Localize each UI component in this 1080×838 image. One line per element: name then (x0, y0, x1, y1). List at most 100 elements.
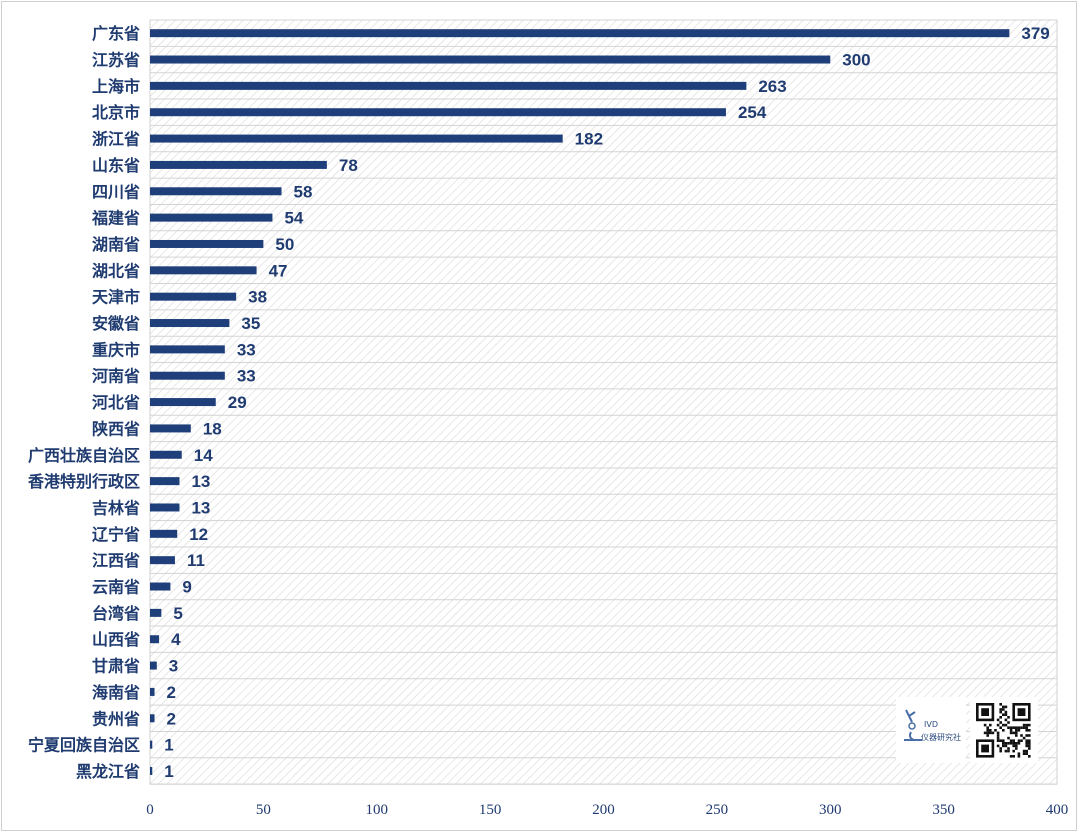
bar (150, 134, 563, 143)
bar (150, 187, 282, 196)
bar (150, 213, 273, 222)
bar (150, 635, 160, 644)
data-label: 47 (269, 261, 288, 280)
category-label: 吉林省 (92, 498, 140, 517)
bar (150, 371, 225, 380)
category-label: 湖南省 (92, 235, 140, 254)
category-label: 香港特别行政区 (27, 472, 140, 491)
watermark-brand: IVD (924, 720, 938, 729)
category-label: 四川省 (92, 182, 140, 201)
data-label: 379 (1021, 24, 1049, 43)
category-label: 天津市 (92, 288, 140, 307)
category-labels-group: 广东省江苏省上海市北京市浙江省山东省四川省福建省湖南省湖北省天津市安徽省重庆市河… (27, 24, 140, 781)
data-label: 1 (164, 736, 173, 755)
plot-background (149, 19, 1058, 785)
category-label: 上海市 (92, 77, 140, 96)
data-label: 4 (171, 630, 181, 649)
category-label: 江苏省 (92, 51, 140, 70)
category-label: 辽宁省 (92, 525, 140, 544)
data-label: 33 (237, 340, 256, 359)
bar (150, 108, 726, 117)
x-tick-label: 200 (592, 802, 615, 818)
row-gridlines (150, 19, 1057, 785)
data-label: 182 (575, 130, 603, 149)
plot-area (149, 19, 1058, 785)
data-label: 58 (294, 182, 313, 201)
x-tick-label: 300 (819, 802, 842, 818)
category-label: 北京市 (92, 103, 140, 122)
data-label: 12 (189, 525, 208, 544)
bar (150, 740, 153, 749)
x-tick-label: 150 (479, 802, 502, 818)
category-label: 贵州省 (92, 709, 140, 728)
category-label: 浙江省 (92, 130, 140, 149)
bar (150, 266, 257, 275)
category-label: 重庆市 (92, 340, 140, 359)
category-label: 宁夏回族自治区 (28, 736, 140, 755)
category-label: 海南省 (92, 683, 140, 702)
data-label: 3 (169, 657, 178, 676)
data-label: 13 (191, 472, 210, 491)
bar (150, 81, 747, 90)
data-label: 5 (173, 604, 182, 623)
bar (150, 529, 178, 538)
data-label: 13 (191, 498, 210, 517)
x-tick-label: 100 (366, 802, 389, 818)
x-tick-label: 350 (932, 802, 955, 818)
watermark-logo-box (896, 697, 966, 763)
category-label: 甘肃省 (92, 657, 140, 676)
bar (150, 160, 327, 169)
x-tick-label: 400 (1046, 802, 1069, 818)
category-label: 河南省 (92, 367, 140, 386)
bar (150, 766, 153, 775)
bar (150, 661, 157, 670)
bar (150, 292, 237, 301)
data-label: 33 (237, 367, 256, 386)
category-label: 福建省 (91, 209, 140, 228)
qr-code (976, 703, 1031, 758)
category-label: 台湾省 (92, 604, 140, 623)
x-tick-label: 0 (146, 802, 154, 818)
watermark-subtitle: 仪器研究社 (921, 732, 961, 742)
category-label: 山东省 (92, 156, 140, 175)
data-label: 2 (167, 709, 176, 728)
data-label: 29 (228, 393, 247, 412)
category-label: 湖北省 (92, 261, 140, 280)
data-label: 1 (164, 762, 173, 781)
bar (150, 687, 155, 696)
bar (150, 55, 831, 64)
data-label: 300 (842, 51, 870, 70)
category-label: 云南省 (92, 578, 140, 597)
bar (150, 345, 225, 354)
watermark: IVD 仪器研究社 (896, 697, 1038, 763)
data-label: 54 (284, 209, 303, 228)
category-label: 山西省 (92, 630, 140, 649)
bar (150, 239, 264, 248)
category-label: 广东省 (92, 24, 140, 43)
category-label: 广西壮族自治区 (28, 446, 140, 465)
category-label: 黑龙江省 (76, 762, 140, 781)
bar (150, 29, 1010, 38)
bars-group (150, 29, 1010, 775)
bar (150, 450, 182, 459)
x-tick-label: 50 (256, 802, 271, 818)
value-labels-group: 3793002632541827858545047383533332918141… (164, 24, 1049, 781)
bar (150, 398, 216, 407)
data-label: 254 (738, 103, 767, 122)
bar (150, 608, 162, 617)
bar (150, 582, 171, 591)
bar (150, 556, 175, 565)
data-label: 263 (758, 77, 786, 96)
data-label: 9 (182, 578, 191, 597)
x-tick-label: 250 (706, 802, 729, 818)
data-label: 38 (248, 288, 267, 307)
data-label: 2 (167, 683, 176, 702)
data-label: 18 (203, 419, 222, 438)
data-label: 11 (187, 551, 205, 570)
category-label: 江西省 (92, 551, 140, 570)
bar (150, 477, 180, 486)
category-label: 安徽省 (92, 314, 140, 333)
